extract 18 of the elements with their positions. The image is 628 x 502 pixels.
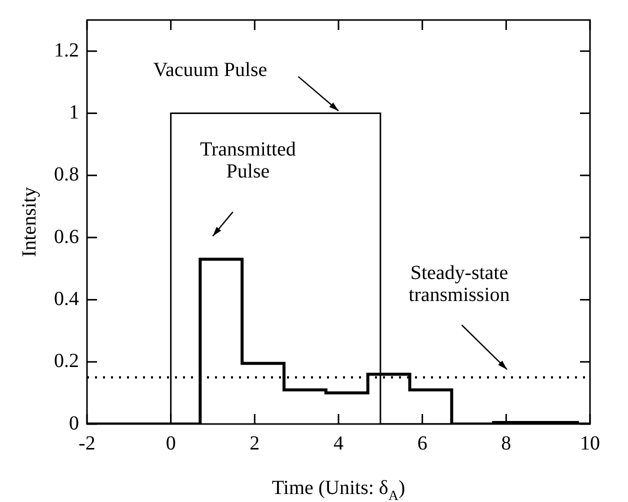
y-axis-title: Intensity (18, 187, 40, 257)
x-tick-label: 2 (250, 432, 260, 454)
x-tick-label: 10 (580, 432, 600, 454)
y-tick-label: 1 (69, 101, 79, 124)
annotation: Vacuum Pulse (153, 58, 268, 81)
y-tick-label: 0.2 (54, 350, 79, 372)
annotation: Transmitted Pulse (200, 138, 296, 183)
x-tick-label: 0 (166, 432, 176, 454)
x-tick-label: 8 (501, 432, 512, 454)
y-tick-label: 0 (69, 412, 79, 434)
y-tick-label: 0.8 (54, 164, 79, 186)
x-tick-label: -2 (78, 432, 96, 454)
x-tick-label: 4 (334, 432, 344, 454)
y-tick-label: 0.4 (54, 288, 79, 310)
x-tick-label: 6 (417, 432, 428, 454)
annotation: Steady-state transmission (408, 262, 510, 306)
y-tick-label: 1.2 (54, 39, 79, 62)
y-tick-label: 0.6 (54, 226, 79, 248)
